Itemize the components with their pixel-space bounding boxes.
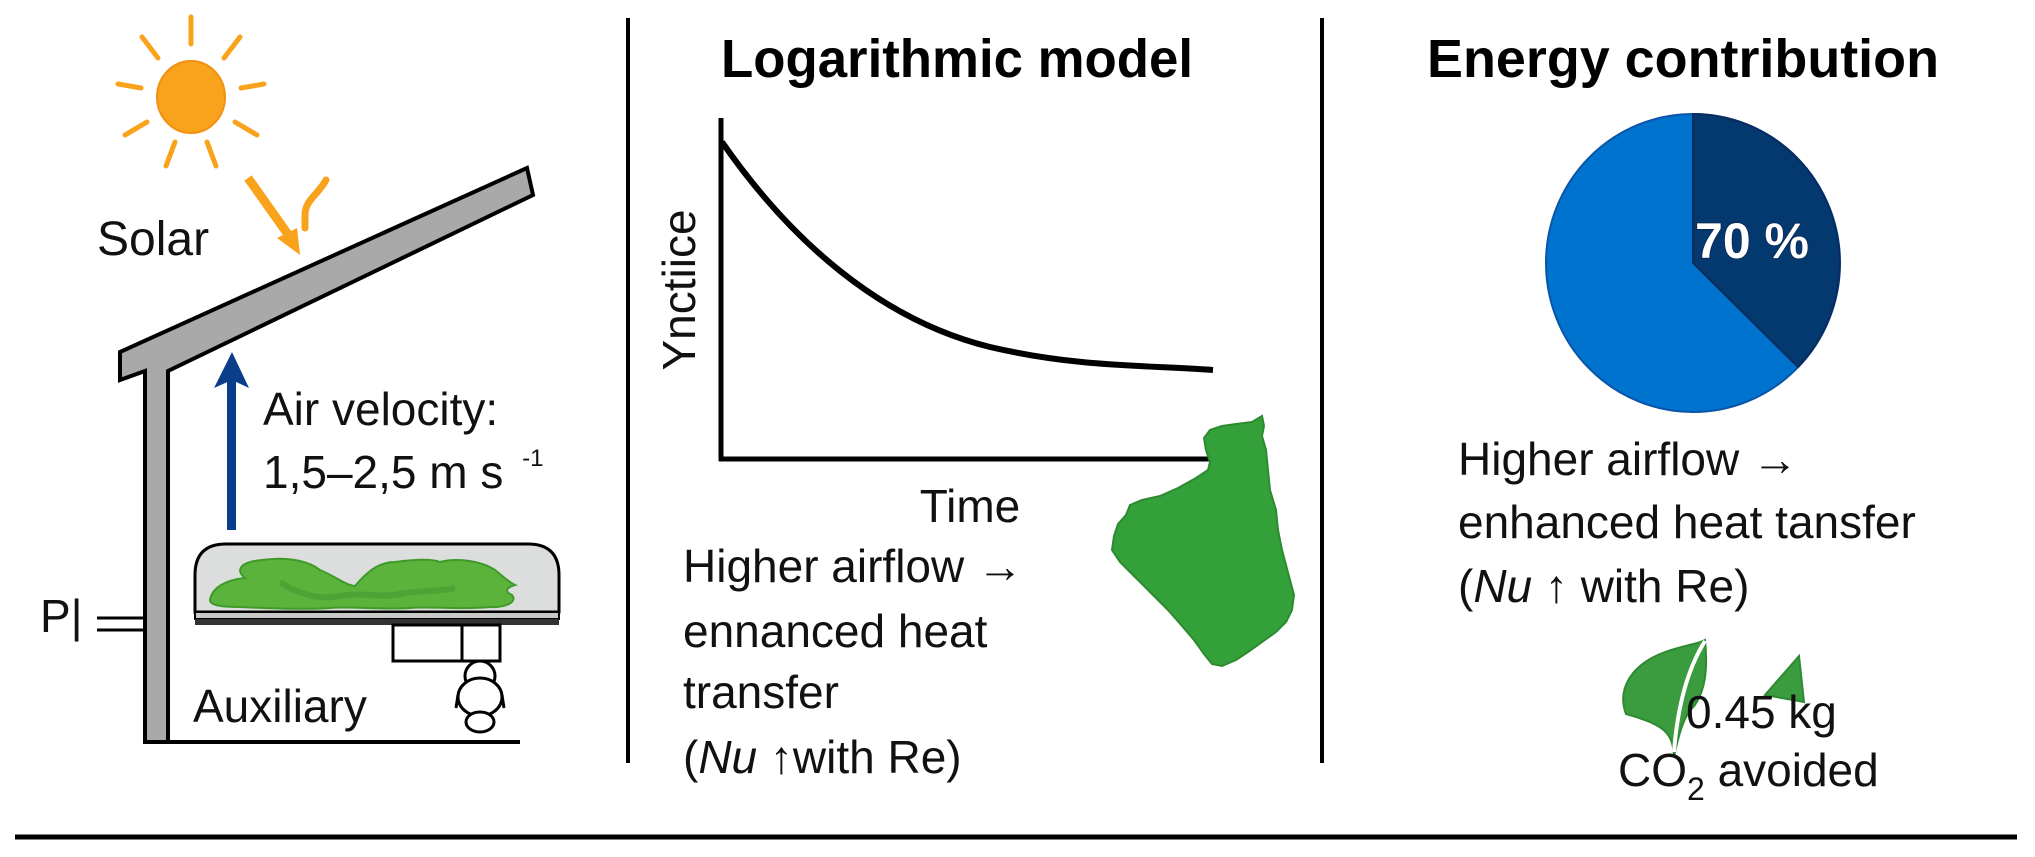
air-velocity-number: 1,5–2,5 m s [263, 446, 503, 498]
caption-rest: ↑with Re) [757, 731, 961, 783]
right-panel-title: Energy contribution [1427, 29, 1939, 89]
sun-icon [115, 14, 267, 169]
co2-avoided-label: CO2 avoided [1618, 744, 1879, 807]
auxiliary-heater-icon [391, 623, 506, 734]
co2-subscript: 2 [1687, 771, 1705, 807]
pressure-label: P| [40, 590, 83, 642]
y-axis-label: Ynctiice [653, 209, 705, 370]
pie-slice-highlighted [1692, 112, 1841, 369]
right-caption-line-3: (Nu ↑ with Re) [1458, 560, 1749, 612]
right-caption-line-1: Higher airflow → [1458, 433, 1798, 485]
triangle-marker-icon [1763, 653, 1806, 704]
middle-caption-line-2: ennanced heat [683, 605, 988, 657]
co2-amount: 0.45 kg [1686, 686, 1837, 738]
middle-caption-line-4: (Nu ↑with Re) [683, 731, 962, 783]
paren-open: ( [683, 731, 699, 783]
air-velocity-label: Air velocity: [263, 383, 498, 435]
air-velocity-exponent: -1 [522, 445, 543, 472]
log-model-chart: Time Ynctiice [653, 118, 1223, 532]
algeria-map-icon [1110, 414, 1296, 668]
middle-panel: Logarithmic model Time Ynctiice Higher a… [653, 29, 1296, 783]
drying-tray [193, 542, 561, 625]
nusselt-symbol: Nu [698, 731, 757, 783]
caption-rest: ↑ with Re) [1532, 560, 1749, 612]
co2-suffix: avoided [1705, 744, 1879, 796]
solar-label: Solar [97, 213, 209, 266]
co2-prefix: CO [1618, 744, 1687, 796]
nusselt-symbol: Nu [1473, 560, 1532, 612]
right-panel: Energy contribution 70 % Higher airflow … [1427, 29, 1939, 807]
middle-panel-title: Logarithmic model [721, 29, 1193, 89]
left-panel: Solar Air velocity: 1,5–2,5 m s -1 [40, 14, 561, 744]
auxiliary-label: Auxiliary [193, 680, 367, 732]
decay-curve [719, 140, 1214, 373]
solar-ray-arrow-icon [244, 175, 300, 255]
middle-caption-line-1: Higher airflow → [683, 540, 1023, 592]
right-caption-line-2: enhanced heat tansfer [1458, 496, 1916, 548]
air-velocity-value: 1,5–2,5 m s -1 [263, 445, 543, 498]
leaf-icon [1622, 638, 1708, 758]
leaves-icon [208, 557, 519, 610]
heat-wave-icon [301, 176, 330, 232]
air-velocity-arrow-icon [214, 352, 249, 530]
dryer-frame [118, 165, 536, 744]
pie-percentage-label: 70 % [1695, 213, 1809, 269]
x-axis-label: Time [920, 480, 1021, 532]
middle-caption-line-3: transfer [683, 666, 839, 718]
energy-pie-chart: 70 % [1545, 112, 1841, 413]
paren-open: ( [1458, 560, 1474, 612]
pressure-connector-icon [97, 616, 145, 632]
